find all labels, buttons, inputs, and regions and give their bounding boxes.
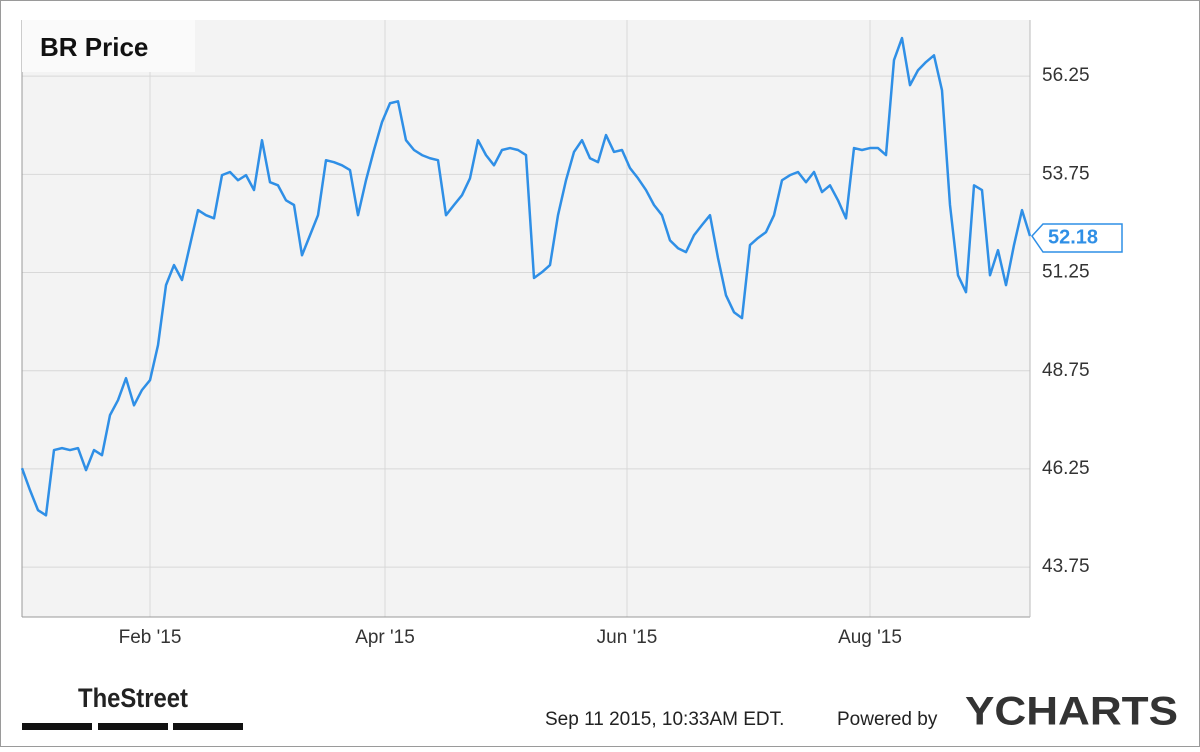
plot-area	[22, 20, 1030, 617]
y-tick-label: 53.75	[1042, 163, 1090, 184]
grid	[22, 20, 1030, 617]
legend-label: BR Price	[40, 32, 148, 62]
credit: Powered by	[837, 709, 938, 730]
legend-box	[22, 20, 195, 72]
marks: 52.18	[20, 36, 1123, 517]
y-tick-label: 56.25	[1042, 65, 1090, 86]
y-tick-label: 51.25	[1042, 262, 1090, 283]
y-tick-label: 43.75	[1042, 556, 1090, 577]
logo-bar	[173, 723, 243, 730]
value-callout	[1031, 223, 1123, 253]
last-value-label: 52.18	[1048, 226, 1098, 248]
x-tick-label: Apr '15	[355, 627, 415, 648]
x-tick-label: Aug '15	[838, 627, 902, 648]
price-line	[20, 36, 1032, 517]
y-tick-label: 46.25	[1042, 458, 1090, 479]
x-tick-label: Feb '15	[119, 627, 182, 648]
source-logo: TheStreet	[78, 683, 188, 713]
brand-logo: YCHARTS	[965, 690, 1178, 734]
logo-bar	[98, 723, 168, 730]
logo-bar	[22, 723, 92, 730]
y-tick-label: 48.75	[1042, 360, 1090, 381]
x-tick-label: Jun '15	[597, 627, 658, 648]
timestamp: Sep 11 2015, 10:33AM EDT.	[545, 709, 784, 730]
